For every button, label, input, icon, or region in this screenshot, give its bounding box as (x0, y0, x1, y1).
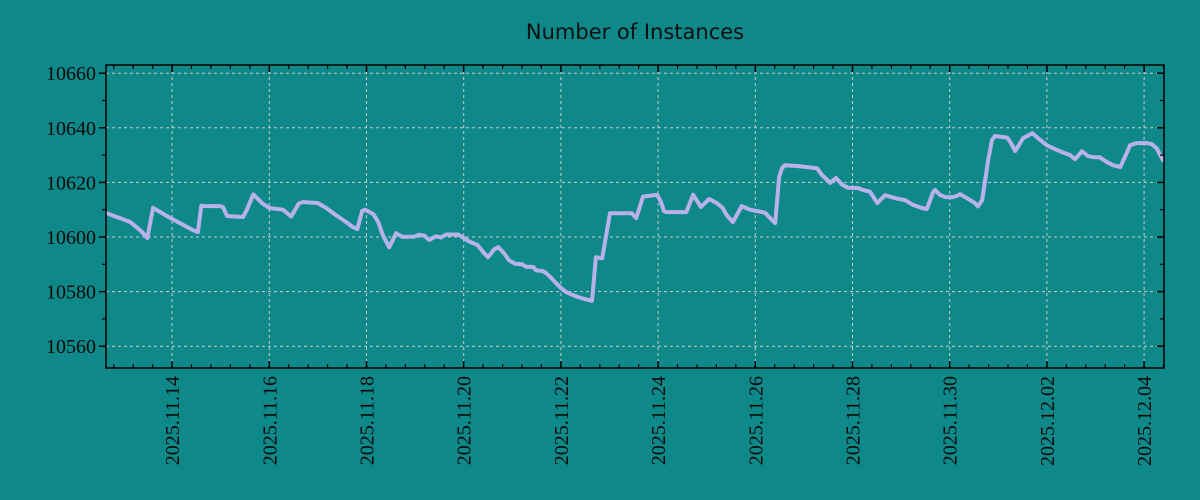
y-tick-label: 10600 (46, 227, 96, 249)
x-tick-label: 2025.11.26 (745, 376, 767, 465)
grid-layer (106, 65, 1164, 368)
y-tick-label: 10640 (46, 118, 96, 140)
x-tick-label: 2025.11.14 (162, 376, 184, 465)
x-tick-label: 2025.11.22 (551, 376, 573, 465)
data-line-instances (105, 131, 1165, 303)
x-tick-label: 2025.11.28 (843, 376, 865, 465)
y-tick-label: 10660 (46, 63, 96, 85)
plot-border (105, 64, 1165, 369)
y-tick-label: 10560 (46, 336, 96, 358)
x-tick-label: 2025.11.20 (454, 376, 476, 465)
x-tick-label: 2025.11.18 (357, 376, 379, 465)
y-tick-label: 10620 (46, 172, 96, 194)
x-tick-label: 2025.12.02 (1037, 376, 1059, 466)
x-tick-label: 2025.11.30 (940, 376, 962, 465)
chart-title: Number of Instances (526, 20, 744, 44)
x-tick-label: 2025.12.04 (1134, 376, 1156, 466)
series-layer (105, 131, 1165, 303)
tick-label-layer: 10560 10580 10600 10620 10640 10660 2025.11.14… (46, 63, 1156, 466)
axis-layer (99, 64, 1165, 369)
y-tick-label: 10580 (46, 282, 96, 304)
x-tick-label: 2025.11.16 (259, 376, 281, 465)
x-tick-label: 2025.11.24 (648, 376, 670, 465)
